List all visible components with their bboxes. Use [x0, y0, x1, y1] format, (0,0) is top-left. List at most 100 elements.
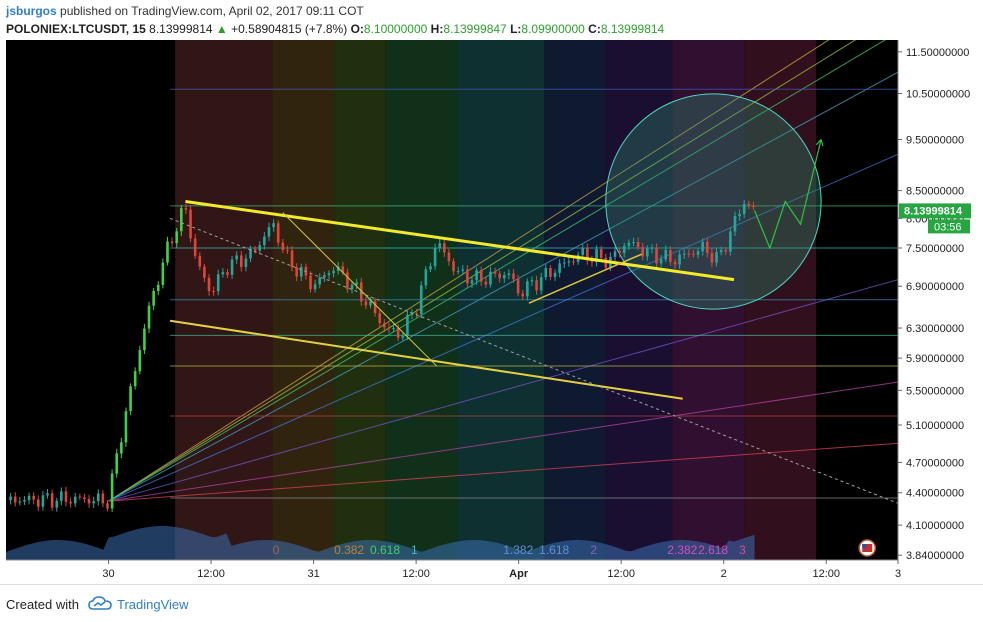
- candle-body: [92, 501, 95, 504]
- fib-time-label: 1.618: [539, 543, 569, 557]
- candle-body: [747, 203, 751, 206]
- candle-body: [752, 205, 755, 207]
- y-tick-label: 4.40000000: [906, 488, 964, 500]
- candle-body: [216, 274, 220, 292]
- fib-time-label: 2: [590, 543, 597, 557]
- candle-body: [438, 243, 441, 248]
- candle-body: [738, 213, 741, 217]
- candle-body: [664, 250, 668, 260]
- candle-body: [659, 259, 663, 264]
- tradingview-cloud-icon[interactable]: [88, 595, 112, 611]
- candle-body: [193, 238, 197, 256]
- candle-body: [286, 250, 289, 252]
- target-circle: [605, 93, 822, 310]
- candle-body: [295, 267, 298, 277]
- candle-body: [535, 280, 538, 291]
- chart-footer: Created with TradingView: [0, 584, 983, 622]
- candle-body: [299, 266, 303, 277]
- candle-body: [143, 328, 146, 351]
- candle-body: [313, 284, 317, 290]
- candle-body: [290, 250, 294, 268]
- candle-body: [18, 501, 22, 503]
- candle-body: [710, 252, 714, 263]
- candle-body: [502, 275, 506, 279]
- up-arrow-icon: ▲: [215, 22, 228, 36]
- y-tick-label: 8.50000000: [906, 186, 964, 198]
- candle-body: [419, 285, 423, 314]
- created-with-label: Created with: [6, 597, 79, 612]
- candle-body: [392, 328, 395, 330]
- candle-body: [493, 271, 497, 274]
- candle-body: [433, 247, 437, 267]
- x-tick-label: 30: [102, 568, 114, 580]
- countdown-tag: [928, 219, 970, 234]
- last-price: 8.13999814: [149, 22, 213, 36]
- chart-area[interactable]: 0 0.382 0.618 1 1.382 1.618 2 2.382 2.618 3 11.500…: [6, 0, 983, 584]
- change-value: +0.58904815 (+7.8%): [231, 22, 348, 36]
- x-tick-label: 12:00: [812, 568, 840, 580]
- flag-canton: [862, 544, 867, 548]
- candle-body: [106, 503, 109, 509]
- y-axis-panel: [898, 40, 983, 584]
- channel-upper-trendline: [185, 199, 735, 282]
- candle-body: [539, 277, 543, 291]
- candle-body: [327, 273, 331, 276]
- candle-body: [447, 252, 451, 262]
- candle-body: [96, 493, 100, 502]
- candle-body: [364, 301, 368, 306]
- short-trendline: [282, 212, 437, 367]
- candle-body: [156, 284, 160, 291]
- countdown-label: 03:56: [934, 221, 962, 233]
- candle-body: [544, 267, 548, 278]
- candle-body: [55, 500, 59, 508]
- y-tick-label: 7.50000000: [906, 243, 964, 255]
- fib-time-label: 2.382: [667, 543, 697, 557]
- candle-body: [350, 284, 354, 290]
- open-label: O:: [350, 22, 364, 36]
- candle-body: [562, 262, 566, 264]
- x-tick-label: 12:00: [402, 568, 430, 580]
- candle-body: [332, 270, 335, 274]
- y-tick-label: 5.90000000: [906, 353, 964, 365]
- symbol-label[interactable]: POLONIEX:LTCUSDT, 15: [6, 22, 146, 36]
- candle-body: [549, 267, 552, 277]
- candle-body: [452, 261, 455, 272]
- candle-body: [373, 301, 377, 314]
- y-tick-label: 3.84000000: [906, 550, 964, 562]
- fib-time-label: 0.618: [370, 543, 400, 557]
- candle-body: [424, 269, 428, 286]
- candle-body: [36, 499, 40, 507]
- candle-body: [120, 442, 123, 454]
- candle-body: [475, 270, 478, 281]
- tradingview-link[interactable]: TradingView: [117, 597, 189, 612]
- candle-body: [479, 270, 483, 282]
- candle-body: [558, 263, 561, 273]
- fib-fan-ray: [108, 279, 899, 502]
- candle-body: [530, 280, 534, 282]
- candle-body: [383, 323, 386, 328]
- candle-body: [692, 253, 695, 255]
- candle-body: [258, 245, 262, 251]
- candle-body: [484, 281, 488, 285]
- publish-line: jsburgos published on TradingView.com, A…: [6, 4, 364, 18]
- close-value: 8.13999814: [600, 22, 665, 36]
- author-link[interactable]: jsburgos: [6, 4, 57, 18]
- candle-body: [553, 272, 557, 277]
- fib-fan-ray: [108, 442, 899, 502]
- candle-body: [184, 208, 188, 210]
- candle-body: [636, 242, 640, 248]
- candle-body: [410, 313, 414, 315]
- low-label: L:: [510, 22, 522, 36]
- candle-body: [646, 248, 649, 257]
- y-tick-label: 6.30000000: [906, 323, 964, 335]
- candle-body: [406, 314, 409, 336]
- candle-body: [60, 491, 63, 501]
- x-tick-label: 12:00: [197, 568, 225, 580]
- candle-body: [655, 247, 658, 264]
- y-tick-label: 6.90000000: [906, 281, 964, 293]
- price-chart[interactable]: 0 0.382 0.618 1 1.382 1.618 2 2.382 2.618 3 11.500…: [6, 0, 983, 584]
- candle-body: [124, 411, 128, 443]
- candle-body: [346, 272, 349, 290]
- high-value: 8.13999847: [443, 22, 507, 36]
- candle-body: [669, 250, 672, 262]
